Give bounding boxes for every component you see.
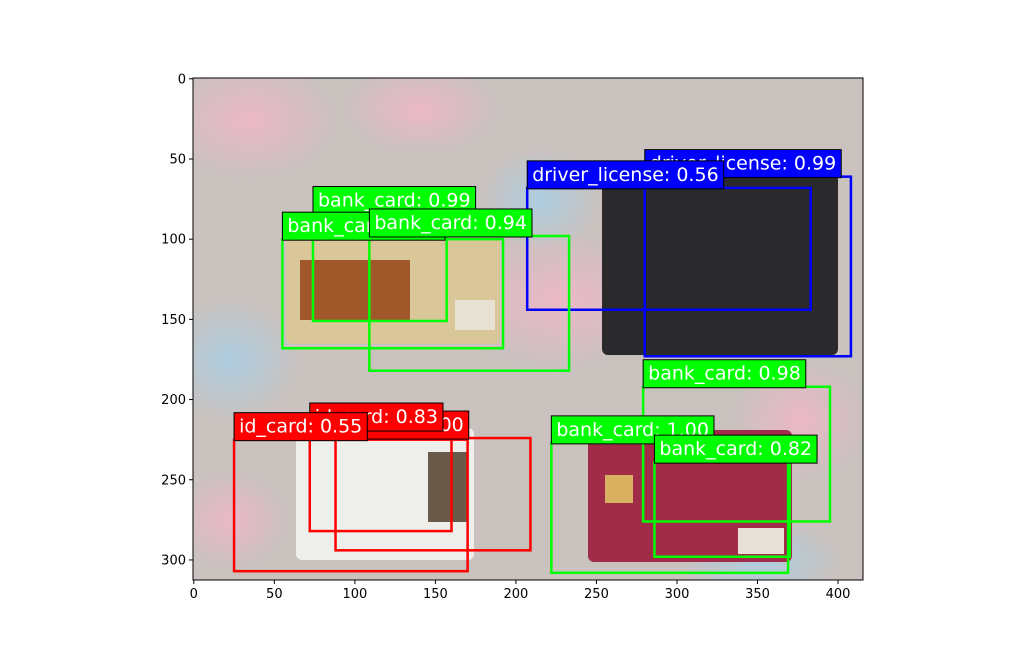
x-tick-label: 0 <box>190 587 198 602</box>
detection-label-id-card: id_card: 0.55 <box>233 412 368 442</box>
detection-label-text: id_card: 0.55 <box>239 416 362 438</box>
x-tick-label: 250 <box>584 587 609 602</box>
detection-label-bank-card: bank_card: 0.98 <box>642 359 807 389</box>
y-tick-label: 250 <box>161 473 186 488</box>
y-tick-label: 300 <box>161 553 186 568</box>
y-axis: 0 50 100 150 200 250 300 <box>161 72 193 568</box>
y-tick-label: 0 <box>178 72 186 87</box>
photo-background <box>193 78 863 580</box>
x-tick-label: 400 <box>826 587 851 602</box>
detection-label-background <box>526 160 725 190</box>
detection-label-text: bank_card: 0.94 <box>374 212 527 234</box>
detection-label-background <box>368 208 533 238</box>
y-tick-label: 100 <box>161 233 186 248</box>
detection-label-text: bank_card: 0.82 <box>659 438 812 460</box>
x-tick-label: 50 <box>266 587 283 602</box>
x-axis: 0 50 100 150 200 250 300 350 400 <box>190 580 851 602</box>
detection-label-bank-card: bank_card: 0.94 <box>368 208 533 238</box>
y-tick-label: 50 <box>169 152 186 167</box>
x-tick-label: 200 <box>504 587 529 602</box>
y-tick-label: 150 <box>161 313 186 328</box>
axes-frame <box>192 77 864 581</box>
detection-label-bank-card: bank_card: 0.82 <box>653 434 818 464</box>
x-tick-label: 350 <box>745 587 770 602</box>
detection-label-background <box>653 434 818 464</box>
x-tick-label: 300 <box>665 587 690 602</box>
detection-label-text: bank_card: 0.99 <box>318 190 471 212</box>
detection-label-driver-license: driver_license: 0.56 <box>526 160 725 190</box>
x-tick-label: 100 <box>342 587 367 602</box>
y-tick-label: 200 <box>161 393 186 408</box>
detection-label-text: bank_card: 0.98 <box>648 363 801 385</box>
detection-label-background <box>642 359 807 389</box>
x-tick-label: 150 <box>423 587 448 602</box>
detection-label-background <box>233 412 368 442</box>
detection-label-text: driver_license: 0.56 <box>532 164 718 186</box>
